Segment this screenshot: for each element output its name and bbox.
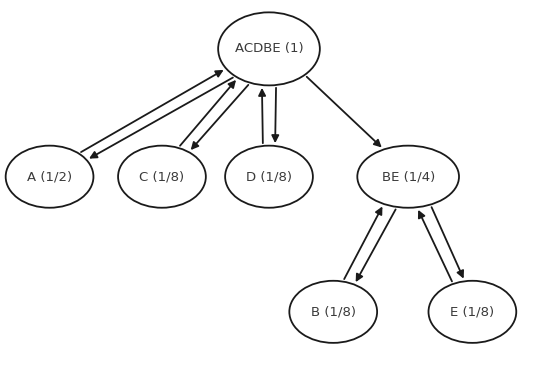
Ellipse shape [289,281,377,343]
Ellipse shape [357,146,459,208]
Text: C (1/8): C (1/8) [139,170,185,183]
Ellipse shape [428,281,516,343]
Ellipse shape [218,13,320,85]
Text: BE (1/4): BE (1/4) [381,170,435,183]
Text: ACDBE (1): ACDBE (1) [235,42,303,55]
Text: A (1/2): A (1/2) [27,170,72,183]
Text: E (1/8): E (1/8) [450,305,494,318]
Ellipse shape [118,146,206,208]
Ellipse shape [225,146,313,208]
Text: B (1/8): B (1/8) [311,305,356,318]
Ellipse shape [6,146,94,208]
Text: D (1/8): D (1/8) [246,170,292,183]
